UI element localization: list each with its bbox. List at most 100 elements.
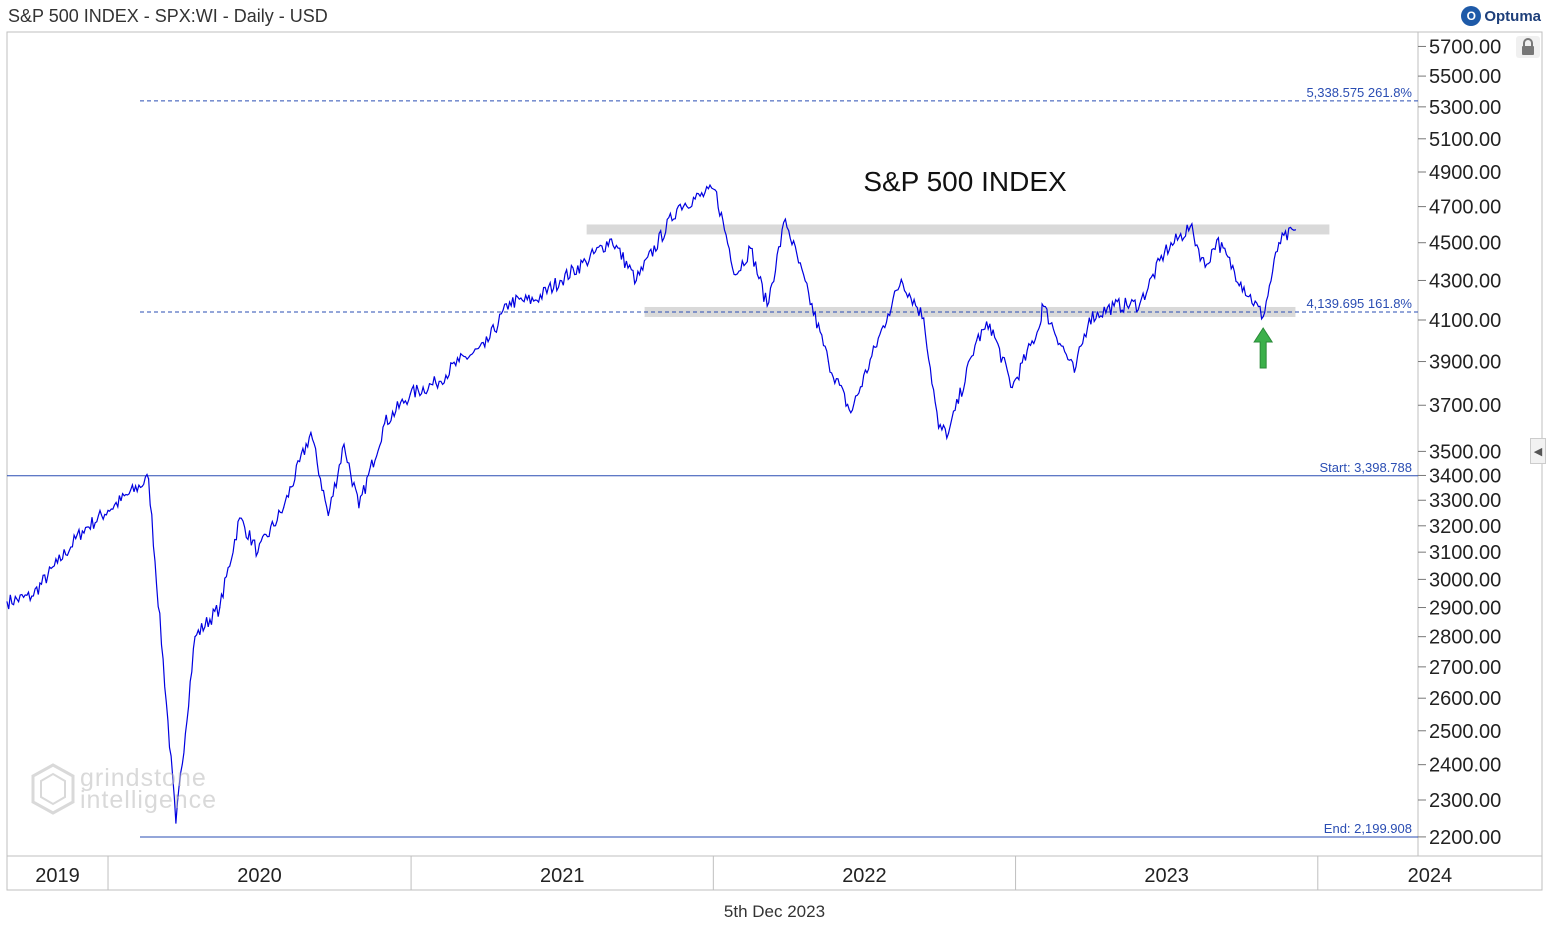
lock-icon[interactable]	[1516, 36, 1540, 58]
optuma-logo: O Optuma	[1461, 4, 1541, 28]
price-point	[358, 507, 360, 509]
y-tick-label: 3700.00	[1429, 395, 1501, 417]
resistance-zone	[586, 224, 1330, 235]
price-point	[1088, 317, 1090, 319]
price-point	[310, 432, 312, 434]
price-point	[383, 422, 386, 424]
optuma-brand-text: Optuma	[1484, 7, 1541, 25]
y-tick-label: 4700.00	[1429, 197, 1501, 219]
price-point	[559, 279, 561, 282]
y-tick-label: 3200.00	[1429, 516, 1501, 538]
price-point	[1204, 266, 1206, 268]
price-point	[937, 427, 940, 429]
price-point	[1139, 303, 1141, 305]
price-point	[175, 822, 177, 824]
x-tick-label: 2020	[237, 865, 282, 887]
grindstone-logo-icon	[31, 763, 75, 815]
price-series-line	[6, 183, 1296, 824]
y-tick-label: 2400.00	[1429, 755, 1501, 777]
chart-title: S&P 500 INDEX	[863, 166, 1067, 197]
y-tick-label: 2800.00	[1429, 627, 1501, 649]
y-tick-label: 5100.00	[1429, 129, 1501, 151]
collapse-panel-icon[interactable]: ◀	[1530, 438, 1546, 464]
price-point	[1041, 303, 1043, 305]
price-point	[484, 346, 486, 348]
price-point	[219, 606, 221, 609]
price-point	[56, 562, 59, 564]
x-tick-label: 2023	[1144, 865, 1189, 887]
x-tick-label: 2019	[35, 865, 80, 887]
price-point	[1294, 229, 1297, 231]
price-point	[989, 323, 991, 325]
price-point	[749, 247, 752, 249]
y-tick-label: 4100.00	[1429, 310, 1501, 332]
y-tick-label: 2300.00	[1429, 790, 1501, 812]
price-point	[147, 478, 150, 480]
price-point	[257, 551, 259, 553]
x-tick-label: 2024	[1408, 865, 1453, 887]
price-point	[1164, 251, 1166, 253]
y-tick-label: 4300.00	[1429, 270, 1501, 292]
price-chart[interactable]: 5700.00 5500.00 5300.00 5100.00 4900.00 4700.…	[0, 0, 1549, 900]
y-tick-label: 3000.00	[1429, 569, 1501, 591]
price-point	[610, 238, 613, 240]
price-point	[31, 595, 33, 597]
x-tick-label: 2022	[842, 865, 887, 887]
price-point	[458, 360, 460, 363]
price-point	[1113, 305, 1115, 307]
y-tick-label: 2700.00	[1429, 657, 1501, 679]
y-tick-label: 3400.00	[1429, 465, 1501, 487]
level-label: 5,338.575 261.8%	[1306, 85, 1412, 100]
price-point	[635, 279, 637, 282]
price-point	[282, 507, 285, 509]
price-point	[194, 636, 196, 638]
resistance-zone	[644, 306, 1296, 317]
price-point	[239, 517, 241, 519]
price-point	[327, 514, 329, 517]
price-point	[784, 218, 786, 220]
y-tick-label: 4900.00	[1429, 162, 1501, 184]
price-point	[947, 432, 950, 434]
price-point	[923, 317, 925, 319]
price-point	[827, 360, 830, 363]
y-tick-label: 3100.00	[1429, 542, 1501, 564]
price-point	[887, 313, 889, 315]
level-label: Start: 3,398.788	[1319, 460, 1412, 475]
price-point	[677, 205, 680, 207]
y-tick-label: 2200.00	[1429, 827, 1501, 849]
chart-frame	[6, 31, 1543, 891]
price-point	[766, 305, 768, 307]
level-label: End: 2,199.908	[1324, 821, 1412, 836]
price-point	[81, 530, 83, 532]
x-tick-label: 2021	[540, 865, 585, 887]
price-point	[714, 189, 716, 191]
price-point	[900, 278, 902, 281]
price-point	[534, 299, 536, 301]
price-point	[1240, 281, 1242, 284]
price-point	[976, 339, 978, 342]
price-point	[1039, 323, 1042, 325]
chart-date-footer: 5th Dec 2023	[723, 902, 826, 921]
watermark-line1: grindstone	[80, 764, 207, 792]
up-arrow-annotation	[1253, 327, 1274, 369]
watermark-line2: intelligence	[80, 786, 218, 814]
y-tick-label: 3300.00	[1429, 490, 1501, 512]
price-point	[850, 412, 852, 414]
price-point	[107, 509, 109, 511]
level-label: 4,139.695 161.8%	[1306, 296, 1412, 311]
price-point	[435, 382, 437, 384]
y-tick-label: 5700.00	[1429, 36, 1501, 58]
price-point	[1011, 386, 1013, 389]
price-point	[1262, 315, 1264, 318]
price-point	[585, 260, 587, 262]
grindstone-watermark: grindstone intelligence	[30, 762, 217, 816]
price-point	[1073, 371, 1075, 373]
y-tick-label: 2900.00	[1429, 598, 1501, 620]
price-point	[6, 601, 8, 603]
y-tick-label: 5500.00	[1429, 66, 1501, 88]
price-point	[343, 443, 345, 445]
price-point	[409, 393, 411, 395]
price-point	[1216, 239, 1218, 241]
price-point	[509, 301, 511, 303]
y-tick-label: 3500.00	[1429, 441, 1501, 463]
